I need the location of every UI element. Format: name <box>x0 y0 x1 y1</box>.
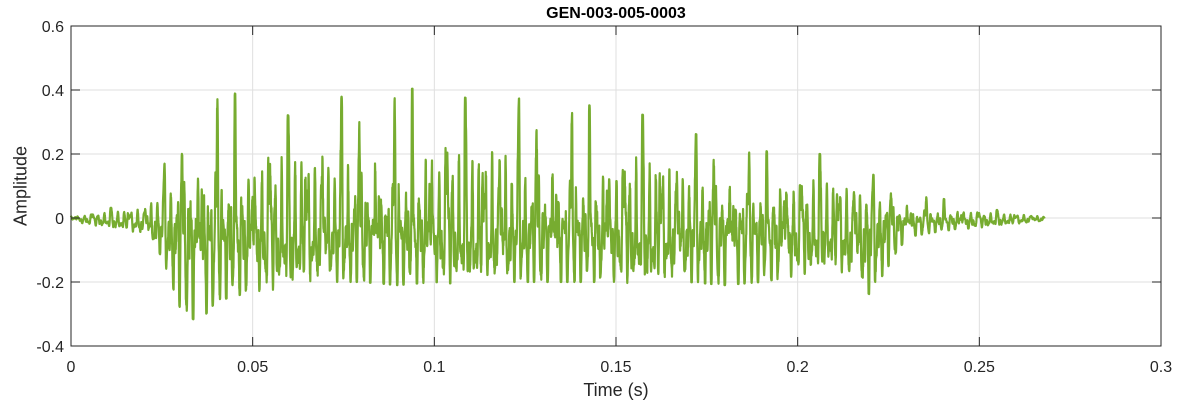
signal-line <box>69 87 1046 321</box>
x-axis-title: Time (s) <box>583 380 648 400</box>
x-tick-label: 0.1 <box>423 359 445 376</box>
axes <box>70 25 1162 347</box>
x-tick-label: 0 <box>67 359 76 376</box>
chart-title: GEN-003-005-0003 <box>546 5 686 22</box>
y-axis-title: Amplitude <box>10 146 30 226</box>
y-tick-label: -0.2 <box>36 275 64 292</box>
x-tick-label: 0.3 <box>1150 359 1172 376</box>
x-tick-label: 0.25 <box>964 359 995 376</box>
signal-layer <box>69 87 1046 321</box>
y-ticks: -0.4 -0.2 0 0.2 0.4 0.6 <box>36 19 64 356</box>
y-tick-label: 0 <box>55 211 64 228</box>
x-tick-label: 0.15 <box>600 359 631 376</box>
x-tick-label: 0.2 <box>787 359 809 376</box>
x-ticks: 0 0.05 0.1 0.15 0.2 0.25 0.3 <box>67 359 1173 376</box>
y-tick-label: 0.2 <box>42 147 64 164</box>
x-tick-label: 0.05 <box>237 359 268 376</box>
y-tick-label: 0.6 <box>42 19 64 36</box>
y-tick-label: -0.4 <box>36 339 64 356</box>
y-tick-label: 0.4 <box>42 83 64 100</box>
